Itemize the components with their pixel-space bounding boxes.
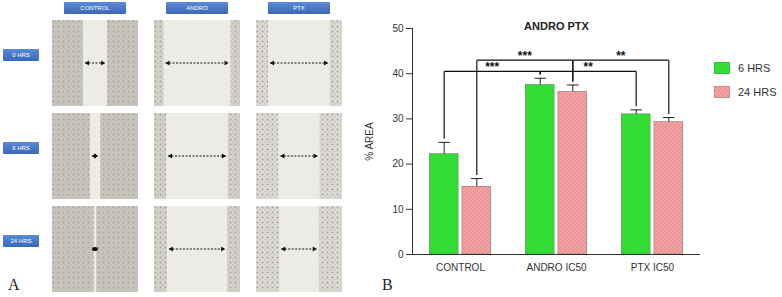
html-text:24 HRS: 24 HRS (10, 238, 32, 244)
svg-text:CONTROL: CONTROL (436, 262, 485, 273)
html-text:PTX: PTX (293, 5, 305, 11)
svg-text:10: 10 (392, 204, 404, 215)
html-text:6 HRS: 6 HRS (12, 145, 30, 151)
svg-text:30: 30 (392, 113, 404, 124)
html-text:6 HRS: 6 HRS (738, 62, 771, 74)
svg-text:ANDRO IC50: ANDRO IC50 (526, 262, 586, 273)
svg-text:***: *** (485, 60, 499, 74)
svg-text:50: 50 (392, 23, 404, 34)
svg-text:ANDRO PTX: ANDRO PTX (524, 20, 589, 32)
svg-text:40: 40 (392, 68, 404, 79)
html-text:ANDRO: ANDRO (186, 5, 208, 11)
svg-text:***: *** (518, 49, 532, 63)
html-text:CONTROL: CONTROL (80, 5, 110, 11)
html-text:A: A (8, 276, 20, 293)
svg-text:**: ** (584, 60, 594, 74)
svg-text:**: ** (616, 49, 626, 63)
html-text:B: B (382, 276, 393, 293)
svg-text:0: 0 (398, 249, 404, 260)
html-text:0 HRS: 0 HRS (12, 52, 30, 58)
svg-text:20: 20 (392, 158, 404, 169)
html-text:24 HRS: 24 HRS (738, 86, 777, 98)
svg-text:PTX IC50: PTX IC50 (631, 262, 675, 273)
svg-text:% AREA: % AREA (364, 122, 375, 161)
